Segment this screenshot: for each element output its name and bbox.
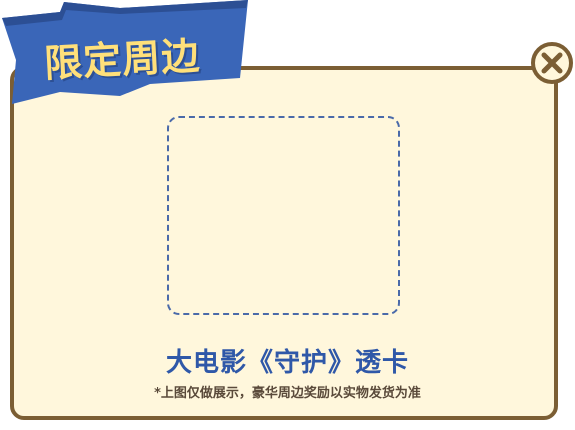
item-disclaimer: *上图仅做展示，豪华周边奖励以实物发货为准 [154, 386, 421, 401]
item-title: 大电影《守护》透卡 [165, 348, 409, 378]
banner-title: 限定周边 [43, 33, 202, 86]
popup-card [10, 66, 558, 420]
item-preview-frame [167, 116, 400, 315]
close-button[interactable] [531, 42, 573, 84]
close-icon [541, 52, 563, 74]
banner-ribbon: 限定周边 [0, 0, 250, 106]
banner-shape [2, 0, 248, 104]
